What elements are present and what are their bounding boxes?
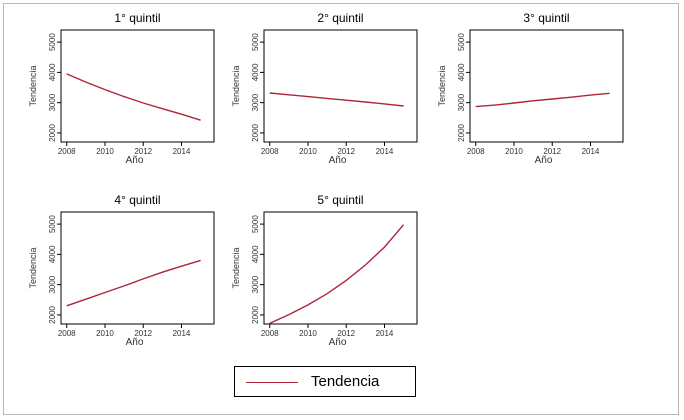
x-axis-label: Año	[329, 155, 347, 166]
y-tick-label: 4000	[251, 63, 260, 81]
series-line-tendencia	[66, 73, 201, 121]
legend-line-swatch	[246, 382, 298, 383]
y-tick-label: 5000	[48, 33, 57, 51]
x-tick-label: 2012	[337, 329, 355, 338]
chart-panel-3: 3° quintil 2000 3000 4000 5000 2008 2010 2012 20…	[437, 11, 624, 166]
series-line-tendencia	[269, 92, 404, 107]
x-axis-label: Año	[535, 155, 553, 166]
y-axis-label: Tendencia	[28, 65, 38, 106]
plot-area	[263, 29, 418, 143]
plot-area	[469, 29, 624, 143]
x-tick-label: 2012	[337, 147, 355, 156]
y-axis-label: Tendencia	[28, 247, 38, 288]
x-tick-label: 2010	[299, 329, 317, 338]
x-tick-label: 2010	[96, 147, 114, 156]
y-axis-label: Tendencia	[437, 65, 447, 106]
chart-panel-1: 1° quintil 2000 3000 4000 5000 2008 2010 2012 20…	[28, 11, 215, 166]
y-tick-label: 2000	[48, 305, 57, 323]
y-tick-label: 5000	[251, 215, 260, 233]
chart-panel-2: 2° quintil 2000 3000 4000 5000 2008 2010 2012 20…	[231, 11, 418, 166]
plot-area	[60, 211, 215, 325]
y-tick-label: 4000	[251, 245, 260, 263]
y-tick-label: 5000	[251, 33, 260, 51]
x-axis-label: Año	[329, 337, 347, 348]
legend: Tendencia	[234, 366, 416, 397]
x-tick-label: 2008	[58, 329, 76, 338]
y-axis-label: Tendencia	[231, 65, 241, 106]
x-tick-label: 2010	[96, 329, 114, 338]
x-tick-label: 2008	[261, 147, 279, 156]
y-tick-label: 4000	[48, 63, 57, 81]
y-tick-label: 2000	[48, 123, 57, 141]
x-tick-label: 2008	[467, 147, 485, 156]
y-axis-label: Tendencia	[231, 247, 241, 288]
chart-title: 5° quintil	[317, 193, 363, 207]
plot-area	[263, 211, 418, 325]
y-tick-label: 2000	[251, 305, 260, 323]
series-line-tendencia	[269, 224, 405, 325]
x-tick-label: 2008	[58, 147, 76, 156]
x-tick-label: 2014	[173, 329, 191, 338]
x-tick-label: 2014	[582, 147, 600, 156]
y-tick-label: 2000	[251, 123, 260, 141]
x-tick-label: 2014	[376, 147, 394, 156]
x-tick-label: 2014	[173, 147, 191, 156]
chart-title: 1° quintil	[114, 11, 160, 25]
x-axis-label: Año	[126, 337, 144, 348]
x-tick-label: 2012	[543, 147, 561, 156]
y-tick-label: 3000	[48, 93, 57, 111]
chart-panel-5: 5° quintil 2000 3000 4000 5000 2008 2010 2012 20…	[231, 193, 418, 348]
y-tick-label: 4000	[457, 63, 466, 81]
x-tick-label: 2010	[505, 147, 523, 156]
chart-panel-4: 4° quintil 2000 3000 4000 5000 2008 2010 2012 20…	[28, 193, 215, 348]
y-tick-label: 2000	[457, 123, 466, 141]
x-axis-label: Año	[126, 155, 144, 166]
series-line-tendencia	[475, 92, 610, 108]
chart-title: 2° quintil	[317, 11, 363, 25]
y-tick-label: 3000	[251, 275, 260, 293]
legend-label: Tendencia	[311, 373, 380, 390]
x-tick-label: 2012	[134, 147, 152, 156]
y-tick-label: 5000	[48, 215, 57, 233]
x-tick-label: 2008	[261, 329, 279, 338]
chart-title: 3° quintil	[523, 11, 569, 25]
y-tick-label: 3000	[48, 275, 57, 293]
y-tick-label: 3000	[457, 93, 466, 111]
y-tick-label: 5000	[457, 33, 466, 51]
x-tick-label: 2010	[299, 147, 317, 156]
y-tick-label: 4000	[48, 245, 57, 263]
y-tick-label: 3000	[251, 93, 260, 111]
series-line-tendencia	[66, 259, 201, 307]
x-tick-label: 2014	[376, 329, 394, 338]
chart-title: 4° quintil	[114, 193, 160, 207]
x-tick-label: 2012	[134, 329, 152, 338]
plot-area	[60, 29, 215, 143]
